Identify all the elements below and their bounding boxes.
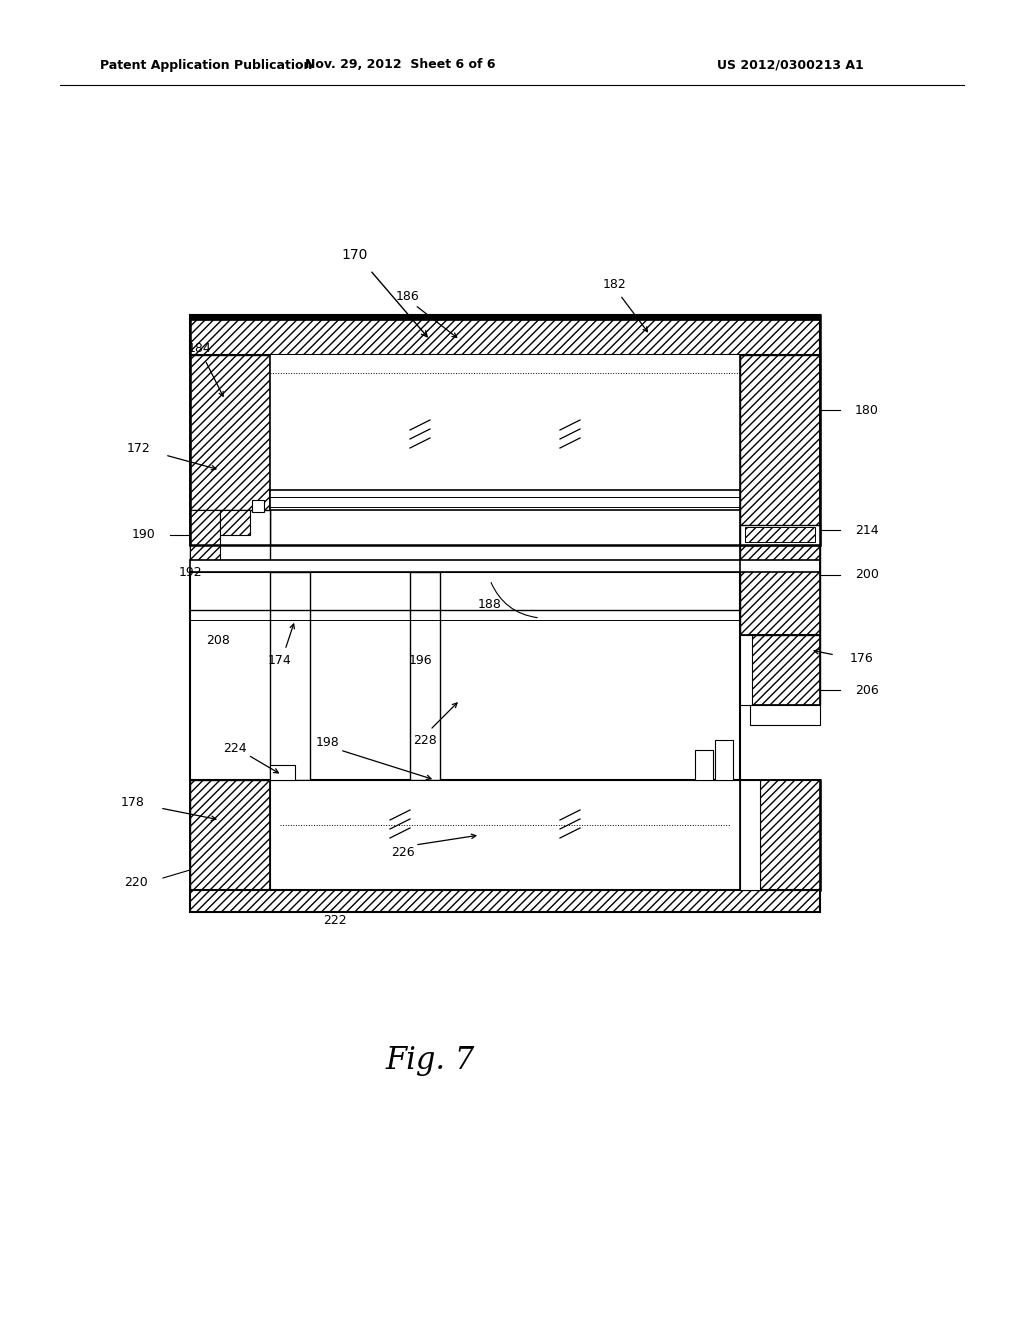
Bar [715, 741, 733, 780]
Text: 182: 182 [603, 279, 627, 292]
Text: 190: 190 [131, 528, 155, 541]
Text: 206: 206 [855, 684, 879, 697]
Bar [410, 572, 440, 780]
Text: 178: 178 [121, 796, 145, 808]
Text: Fig. 7: Fig. 7 [385, 1044, 475, 1076]
Bar [740, 525, 820, 545]
Bar [190, 510, 270, 560]
Bar [190, 890, 820, 912]
Bar [740, 355, 820, 545]
Bar [740, 635, 752, 705]
Bar [190, 780, 270, 890]
Bar [190, 315, 820, 319]
Bar [270, 766, 295, 780]
Bar [750, 705, 820, 725]
Text: 180: 180 [855, 404, 879, 417]
Text: 222: 222 [324, 913, 347, 927]
Text: 192: 192 [178, 565, 202, 578]
Text: 228: 228 [413, 734, 437, 747]
Bar [190, 560, 820, 572]
Bar [270, 355, 740, 490]
Text: 174: 174 [268, 653, 292, 667]
Text: 176: 176 [850, 652, 873, 664]
Text: 184: 184 [188, 342, 212, 355]
Text: 208: 208 [206, 634, 230, 647]
Text: 226: 226 [391, 846, 415, 858]
Text: Nov. 29, 2012  Sheet 6 of 6: Nov. 29, 2012 Sheet 6 of 6 [305, 58, 496, 71]
Bar [740, 545, 820, 635]
Bar [190, 355, 270, 545]
Text: 224: 224 [223, 742, 247, 755]
Bar [740, 545, 820, 635]
Text: 170: 170 [342, 248, 369, 261]
Bar [190, 315, 820, 545]
Text: US 2012/0300213 A1: US 2012/0300213 A1 [717, 58, 863, 71]
Text: Patent Application Publication: Patent Application Publication [100, 58, 312, 71]
Text: 188: 188 [478, 598, 502, 611]
Bar [190, 355, 270, 545]
Bar [270, 490, 740, 510]
Bar [750, 635, 820, 705]
Bar [740, 780, 760, 890]
Text: 186: 186 [396, 289, 420, 302]
Bar [740, 355, 820, 545]
Text: 196: 196 [409, 653, 432, 667]
Text: 220: 220 [124, 875, 148, 888]
Bar [270, 572, 310, 780]
Text: 200: 200 [855, 569, 879, 582]
Bar [695, 750, 713, 780]
Text: 172: 172 [126, 441, 150, 454]
Bar [190, 510, 220, 560]
Bar [750, 635, 820, 705]
Bar [190, 572, 740, 780]
Bar [190, 780, 270, 890]
Bar [740, 780, 820, 890]
Bar [190, 315, 820, 355]
Bar [740, 780, 820, 890]
Bar [252, 500, 264, 512]
Text: 198: 198 [316, 735, 340, 748]
Bar [760, 780, 820, 890]
Text: 214: 214 [855, 524, 879, 536]
Bar [190, 890, 820, 912]
Bar [220, 510, 250, 535]
Bar [745, 527, 815, 543]
Bar [190, 780, 820, 890]
Bar [270, 780, 740, 890]
